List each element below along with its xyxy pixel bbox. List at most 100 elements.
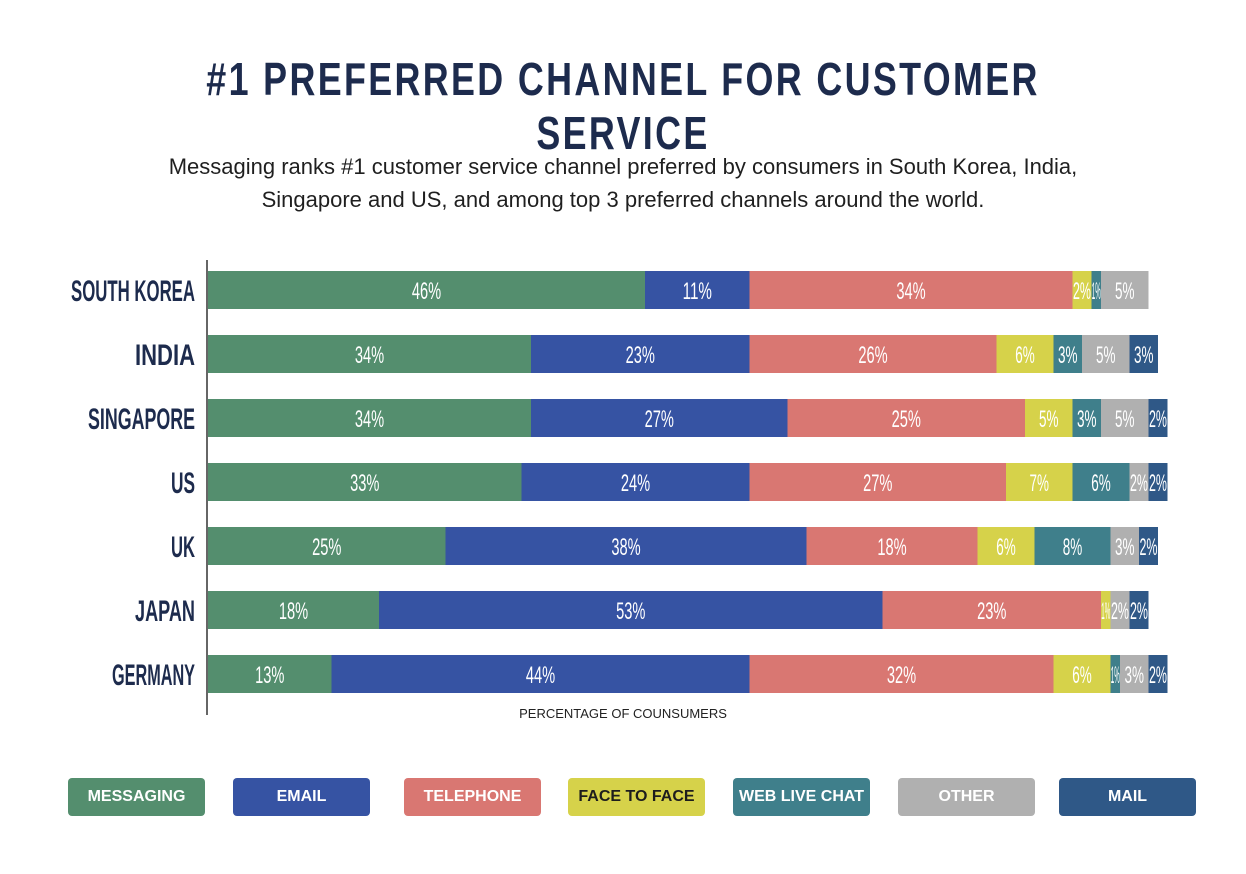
data-label: 33% bbox=[350, 470, 379, 497]
data-label: 1% bbox=[1101, 598, 1110, 625]
data-label: 8% bbox=[1063, 534, 1083, 561]
chart-legend: MESSAGING EMAIL TELEPHONE FACE TO FACE WEB L… bbox=[0, 778, 1246, 818]
data-label: 3% bbox=[1134, 342, 1154, 369]
bar-segment bbox=[1072, 399, 1101, 437]
bar-segment bbox=[1120, 655, 1149, 693]
category-label: SOUTH KOREA bbox=[71, 275, 195, 308]
bar-segment bbox=[1053, 335, 1082, 373]
bar-segment bbox=[1082, 335, 1130, 373]
data-label: 46% bbox=[412, 278, 441, 305]
bar-segment bbox=[331, 655, 750, 693]
data-label: 7% bbox=[1030, 470, 1050, 497]
bar-segment bbox=[996, 335, 1054, 373]
bar-segment bbox=[1072, 271, 1092, 309]
data-label: 6% bbox=[1072, 662, 1092, 689]
bar-segment bbox=[208, 335, 531, 373]
data-label: 5% bbox=[1096, 342, 1116, 369]
bar-segment bbox=[749, 655, 1054, 693]
bar-segment bbox=[531, 335, 750, 373]
bar-segment bbox=[531, 399, 788, 437]
category-label: JAPAN bbox=[135, 595, 195, 628]
chart-subtitle: Messaging ranks #1 customer service chan… bbox=[140, 150, 1106, 216]
data-label: 6% bbox=[996, 534, 1016, 561]
bar-segment bbox=[1139, 527, 1158, 565]
bar-segment bbox=[1110, 527, 1139, 565]
bar-segment bbox=[1101, 399, 1149, 437]
bar-segment bbox=[787, 399, 1025, 437]
bar-segment bbox=[1025, 399, 1073, 437]
legend-item: MAIL bbox=[1059, 778, 1196, 816]
subtitle-line-1: Messaging ranks #1 customer service chan… bbox=[168, 154, 1078, 179]
bar-segment bbox=[208, 271, 645, 309]
data-label: 38% bbox=[611, 534, 640, 561]
bar-segment bbox=[1129, 463, 1149, 501]
bar-segment bbox=[749, 463, 1006, 501]
category-label: SINGAPORE bbox=[88, 403, 195, 436]
data-label: 5% bbox=[1039, 406, 1059, 433]
bar-segment bbox=[1053, 655, 1111, 693]
bar-segment bbox=[1034, 527, 1111, 565]
bar-segment bbox=[208, 527, 446, 565]
data-label: 1% bbox=[1111, 662, 1120, 689]
data-label: 6% bbox=[1015, 342, 1035, 369]
data-label: 2% bbox=[1149, 470, 1167, 497]
bar-segment bbox=[208, 591, 379, 629]
bar-segment bbox=[1110, 655, 1120, 693]
data-label: 34% bbox=[355, 342, 384, 369]
data-label: 2% bbox=[1149, 406, 1167, 433]
data-label: 34% bbox=[355, 406, 384, 433]
data-label: 27% bbox=[863, 470, 892, 497]
data-label: 5% bbox=[1115, 278, 1135, 305]
stacked-bar-chart: SOUTH KOREA 46% 11% 34% 2% 1% 5%INDIA 34% 23% 26%… bbox=[71, 260, 1168, 721]
bar-segment bbox=[1006, 463, 1073, 501]
data-label: 25% bbox=[892, 406, 921, 433]
bar-segment bbox=[977, 527, 1035, 565]
data-label: 11% bbox=[683, 278, 712, 305]
data-label: 23% bbox=[626, 342, 655, 369]
bar-segment bbox=[1129, 591, 1149, 629]
data-label: 34% bbox=[896, 278, 925, 305]
data-label: 26% bbox=[858, 342, 887, 369]
legend-item: EMAIL bbox=[233, 778, 370, 816]
bar-segment bbox=[1110, 591, 1130, 629]
legend-item: FACE TO FACE bbox=[568, 778, 705, 816]
bar-segment bbox=[645, 271, 750, 309]
bar-segment bbox=[208, 399, 531, 437]
data-label: 5% bbox=[1115, 406, 1135, 433]
data-label: 18% bbox=[279, 598, 308, 625]
data-label: 27% bbox=[645, 406, 674, 433]
legend-item: MESSAGING bbox=[68, 778, 205, 816]
category-label: US bbox=[171, 467, 195, 500]
legend-item: OTHER bbox=[898, 778, 1035, 816]
data-label: 6% bbox=[1091, 470, 1111, 497]
data-label: 53% bbox=[616, 598, 645, 625]
bar-segment bbox=[1072, 463, 1130, 501]
data-label: 44% bbox=[526, 662, 555, 689]
bar-segment bbox=[208, 655, 332, 693]
bar-segment bbox=[1148, 399, 1168, 437]
data-label: 3% bbox=[1058, 342, 1078, 369]
legend-item: WEB LIVE CHAT bbox=[733, 778, 870, 816]
bar-segment bbox=[1148, 655, 1168, 693]
x-axis-label: PERCENTAGE OF COUNSUMERS bbox=[519, 706, 727, 721]
data-label: 23% bbox=[977, 598, 1006, 625]
data-label: 24% bbox=[621, 470, 650, 497]
bar-segment bbox=[208, 463, 522, 501]
category-label: UK bbox=[171, 531, 195, 564]
data-label: 3% bbox=[1077, 406, 1097, 433]
bar-segment bbox=[1148, 463, 1168, 501]
bar-segment bbox=[379, 591, 883, 629]
data-label: 25% bbox=[312, 534, 341, 561]
category-label: GERMANY bbox=[112, 659, 195, 692]
data-label: 2% bbox=[1111, 598, 1129, 625]
data-label: 2% bbox=[1140, 534, 1158, 561]
data-label: 2% bbox=[1130, 598, 1148, 625]
data-label: 32% bbox=[887, 662, 916, 689]
bar-segment bbox=[806, 527, 978, 565]
data-label: 2% bbox=[1149, 662, 1167, 689]
bar-segment bbox=[445, 527, 807, 565]
bar-segment bbox=[1101, 591, 1111, 629]
chart-title: #1 PREFERRED CHANNEL FOR CUSTOMER SERVIC… bbox=[206, 53, 1040, 159]
subtitle-line-2: Singapore and US, and among top 3 prefer… bbox=[261, 187, 985, 212]
bar-segment bbox=[882, 591, 1101, 629]
